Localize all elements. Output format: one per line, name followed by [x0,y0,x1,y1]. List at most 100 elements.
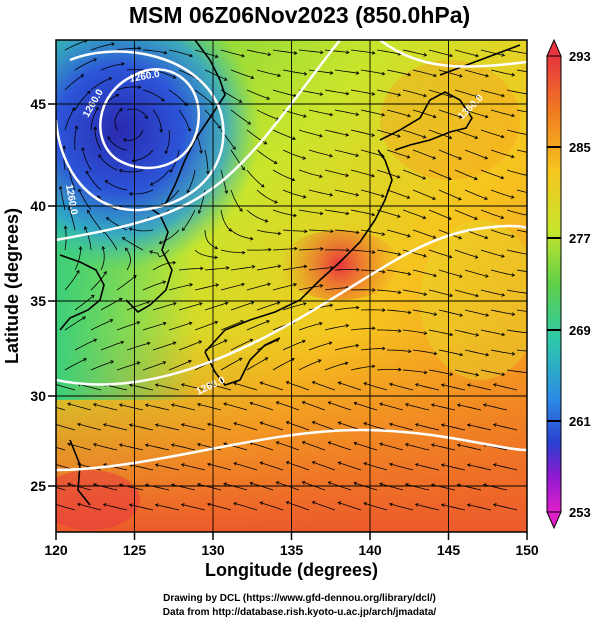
streamline-arrowhead [109,319,114,323]
streamline [246,129,267,145]
streamline-arrowhead [458,156,463,160]
streamline [64,74,84,91]
streamline [56,406,66,411]
streamline-arrowhead [345,50,350,55]
streamline-arrowhead [162,361,167,365]
streamline [116,275,137,291]
streamline [415,423,440,431]
streamline [480,209,504,219]
streamline [286,421,310,431]
streamline-arrowhead [528,292,531,295]
streamline [353,482,378,491]
streamline-arrowhead [528,214,531,217]
streamline-arrowhead [327,481,332,485]
streamline [402,249,427,257]
streamline [454,49,479,57]
streamline [454,209,478,220]
streamline [233,422,258,431]
streamline [490,109,515,117]
streamline [483,404,508,411]
streamline-arrowhead [538,271,541,274]
streamline [334,344,359,351]
streamline-arrowhead [120,340,125,345]
streamline-arrowhead [485,313,490,317]
streamline [230,109,251,125]
streamline [272,358,295,371]
streamline [402,49,427,56]
streamline-arrowhead [355,192,360,197]
streamline [64,40,88,51]
streamline-arrowhead [492,423,497,427]
streamline [142,361,166,371]
streamline [402,89,427,97]
streamline [181,464,206,471]
streamline-arrowhead [249,236,254,241]
streamline [516,309,527,312]
streamline-arrowhead [266,96,271,100]
streamline-arrowhead [538,72,541,75]
contour-label: 1260.0 [129,69,161,85]
streamline [178,340,202,351]
streamline [350,249,375,253]
streamline-arrowhead [500,175,505,180]
streamline [483,484,508,491]
streamline [282,340,306,351]
streamline-arrowhead [228,228,232,232]
streamline-arrowhead [172,341,177,345]
streamline-arrowhead [414,463,419,467]
streamline [431,444,456,451]
streamline [87,210,102,231]
streamline [441,424,466,431]
streamline [74,126,78,151]
streamline [412,309,437,315]
streamline-arrowhead [371,173,375,178]
streamline [90,77,112,91]
streamline-arrowhead [319,133,323,138]
streamline [168,89,188,106]
streamline [353,402,378,411]
streamline [438,69,463,77]
streamline-arrowhead [423,253,427,258]
streamline [360,269,385,273]
streamline [276,401,300,411]
streamline-arrowhead [474,216,478,220]
streamline [129,464,154,471]
streamline [282,302,307,311]
streamline-arrowhead [144,443,149,448]
streamline [428,209,452,220]
credit-line-data: Data from http://database.rish.kyoto-u.a… [162,607,437,618]
streamline-arrowhead [448,216,452,220]
streamline [129,384,154,391]
streamline-arrowhead [172,260,177,265]
streamline [376,209,401,218]
streamline [516,189,527,193]
streamline [376,169,400,178]
streamline-arrowhead [188,359,192,364]
streamline [441,464,466,471]
streamline-arrowhead [275,401,280,405]
streamline-arrowhead [501,93,505,98]
streamline [152,109,162,133]
streamline [207,463,232,471]
streamline [152,342,176,351]
streamline-arrowhead [293,282,298,287]
streamline-arrowhead [136,321,141,325]
streamline [272,209,297,217]
streamline-arrowhead [320,50,324,55]
streamline-arrowhead [285,501,290,505]
streamline [64,358,87,371]
streamline [298,248,324,251]
streamline [324,287,349,291]
streamline [256,229,281,234]
streamline-arrowhead [251,264,256,269]
streamline [454,249,478,258]
streamline-arrowhead [355,153,360,158]
streamline [204,229,218,249]
streamline [454,169,478,180]
streamline-arrowhead [93,126,98,130]
streamline [386,309,411,314]
streamline-arrowhead [407,234,411,238]
streamline-arrowhead [456,443,461,448]
streamline [246,357,268,371]
streamline-arrowhead [118,443,123,447]
